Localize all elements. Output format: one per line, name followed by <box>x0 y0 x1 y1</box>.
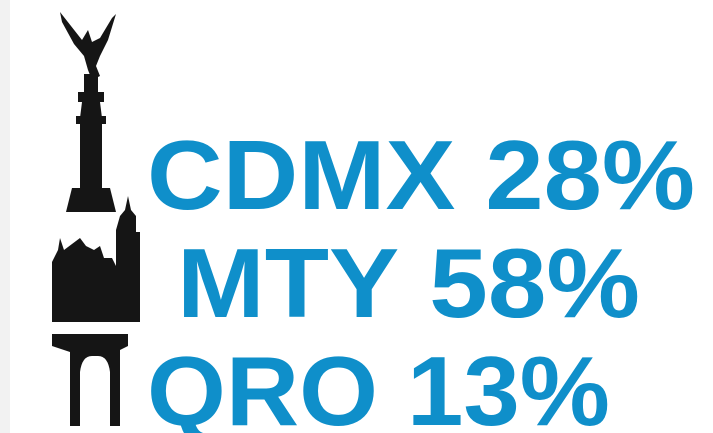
stat-line: QRO 13% <box>147 336 610 433</box>
city: QRO <box>147 336 378 433</box>
page: CDMX28%MTY58%QRO13% (() => { const data … <box>0 0 713 433</box>
city: MTY <box>177 228 399 338</box>
cathedral-icon <box>52 196 140 322</box>
stat-line: CDMX 28% <box>147 120 695 230</box>
percent: 13% <box>407 336 610 433</box>
stats: CDMX 28% MTY 58% QRO 13% <box>147 120 695 433</box>
aqueduct-icon <box>52 334 128 426</box>
angel-monument-icon <box>60 12 116 212</box>
percent: 58% <box>429 228 640 338</box>
left-strip <box>0 0 10 433</box>
percent: 28% <box>485 120 695 230</box>
city: CDMX <box>147 120 455 230</box>
infographic: CDMX 28% MTY 58% QRO 13% <box>0 0 713 433</box>
stat-line: MTY 58% <box>177 228 640 338</box>
